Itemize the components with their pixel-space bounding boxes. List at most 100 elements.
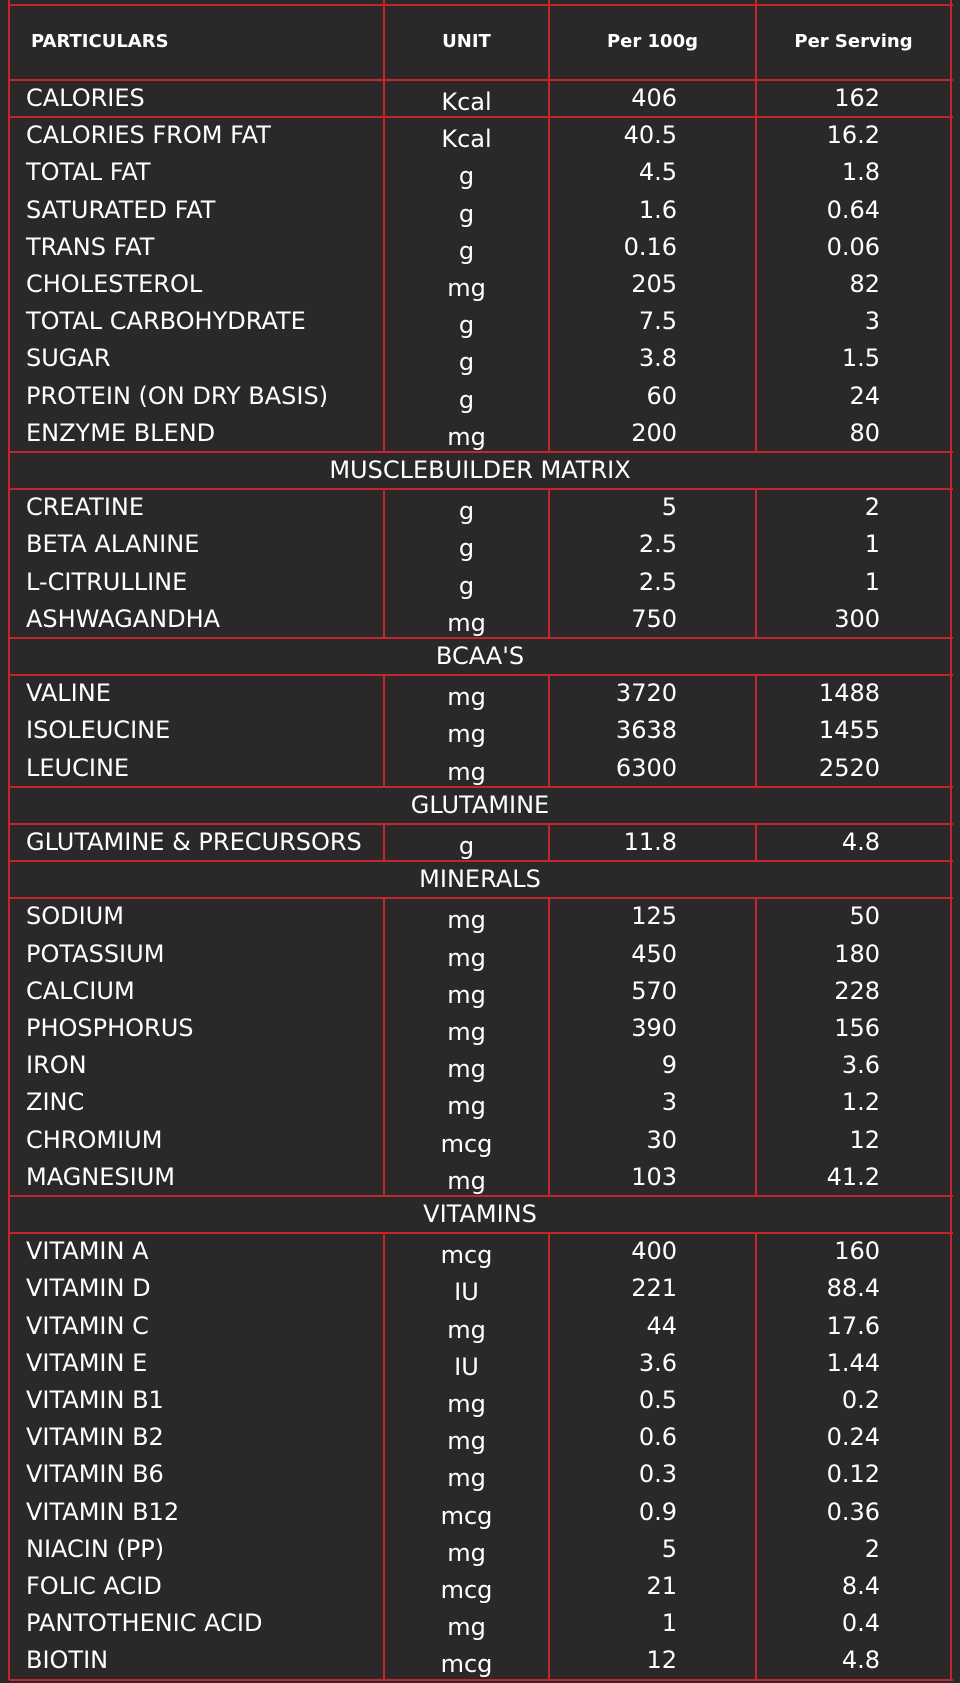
rule bbox=[8, 675, 10, 787]
row-unit: mg bbox=[447, 906, 486, 935]
row-unit: Kcal bbox=[441, 88, 492, 116]
rule bbox=[8, 786, 10, 824]
row-name: VITAMIN C bbox=[26, 1311, 149, 1340]
row-per-100g: 450 bbox=[631, 939, 677, 968]
row-name: CHOLESTEROL bbox=[26, 270, 203, 298]
row-per-100g: 221 bbox=[631, 1274, 677, 1303]
row-name: VITAMIN B6 bbox=[26, 1460, 164, 1489]
row-name: TRANS FAT bbox=[26, 232, 155, 261]
rule bbox=[755, 80, 757, 118]
row-name: NIACIN (PP) bbox=[26, 1534, 165, 1563]
row-per-100g: 750 bbox=[631, 604, 677, 633]
rule bbox=[9, 1195, 953, 1197]
row-per-serving: 2 bbox=[864, 493, 880, 522]
row-per-100g: 4.5 bbox=[638, 158, 677, 187]
row-unit: mg bbox=[447, 720, 486, 749]
row-name: L-CITRULLINE bbox=[26, 567, 188, 596]
row-unit: g bbox=[458, 832, 475, 860]
row-unit: g bbox=[458, 162, 475, 191]
rule bbox=[9, 116, 953, 119]
row-name: SODIUM bbox=[26, 902, 124, 931]
row-per-serving: 300 bbox=[834, 604, 880, 633]
row-unit: mcg bbox=[440, 1129, 493, 1158]
rule bbox=[9, 897, 953, 900]
row-per-100g: 12 bbox=[646, 1646, 677, 1675]
row-per-serving: 160 bbox=[834, 1237, 880, 1266]
row-name: CHROMIUM bbox=[26, 1125, 163, 1154]
row-name: CALORIES bbox=[26, 84, 145, 112]
row-per-serving: 4.8 bbox=[841, 1646, 880, 1675]
row-name: BIOTIN bbox=[26, 1646, 109, 1675]
rule bbox=[950, 80, 952, 118]
row-per-serving: 41.2 bbox=[826, 1162, 880, 1191]
row-unit: mg bbox=[447, 1390, 486, 1418]
rule bbox=[9, 674, 953, 677]
row-per-100g: 21 bbox=[646, 1572, 677, 1600]
row-unit: mg bbox=[447, 757, 486, 786]
row-unit: g bbox=[458, 199, 475, 228]
row-name: VITAMIN A bbox=[26, 1237, 149, 1266]
row-unit: mg bbox=[447, 274, 486, 302]
rule bbox=[548, 80, 550, 118]
header-cell: UNIT bbox=[442, 31, 491, 52]
rule bbox=[8, 1196, 10, 1234]
row-per-serving: 162 bbox=[834, 84, 880, 112]
row-per-100g: 6300 bbox=[615, 753, 677, 782]
row-per-100g: 103 bbox=[631, 1162, 677, 1191]
row-name: ZINC bbox=[26, 1088, 85, 1117]
row-per-serving: 12 bbox=[849, 1125, 880, 1154]
row-name: POTASSIUM bbox=[26, 939, 165, 968]
row-per-100g: 3 bbox=[661, 1088, 677, 1117]
rule bbox=[548, 117, 550, 452]
rule bbox=[9, 785, 953, 788]
row-name: ASHWAGANDHA bbox=[26, 604, 221, 633]
row-per-serving: 3.6 bbox=[841, 1051, 880, 1080]
section-title: MUSCLEBUILDER MATRIX bbox=[329, 456, 631, 484]
rule bbox=[950, 489, 952, 638]
row-per-100g: 0.6 bbox=[638, 1423, 677, 1452]
row-per-serving: 0.2 bbox=[841, 1386, 880, 1414]
section-title: GLUTAMINE bbox=[410, 790, 550, 819]
row-per-100g: 125 bbox=[631, 902, 677, 931]
rule bbox=[755, 117, 757, 452]
row-per-100g: 9 bbox=[661, 1051, 677, 1080]
rule bbox=[9, 79, 953, 81]
row-unit: g bbox=[458, 571, 475, 600]
row-per-100g: 406 bbox=[631, 84, 677, 112]
row-per-serving: 1455 bbox=[818, 716, 880, 745]
row-per-serving: 17.6 bbox=[826, 1311, 880, 1340]
row-unit: IU bbox=[454, 1352, 479, 1381]
row-name: TOTAL FAT bbox=[26, 158, 151, 187]
row-per-serving: 82 bbox=[849, 270, 880, 298]
row-per-serving: 1488 bbox=[818, 679, 880, 708]
row-name: ISOLEUCINE bbox=[26, 716, 171, 745]
row-unit: g bbox=[458, 534, 475, 563]
row-unit: g bbox=[458, 236, 475, 265]
row-per-100g: 3638 bbox=[615, 716, 677, 745]
row-per-serving: 2520 bbox=[818, 753, 880, 782]
section-title: VITAMINS bbox=[423, 1200, 537, 1228]
row-name: MAGNESIUM bbox=[26, 1162, 176, 1191]
row-per-100g: 0.5 bbox=[638, 1386, 677, 1414]
row-per-serving: 8.4 bbox=[841, 1572, 880, 1600]
row-per-serving: 50 bbox=[849, 902, 880, 931]
row-unit: IU bbox=[454, 1278, 479, 1307]
rule bbox=[383, 117, 385, 452]
row-name: VITAMIN B2 bbox=[26, 1423, 164, 1452]
row-per-100g: 1.6 bbox=[638, 195, 677, 224]
rule bbox=[950, 452, 952, 490]
rule bbox=[383, 898, 385, 1196]
row-name: TOTAL CARBOHYDRATE bbox=[26, 307, 306, 336]
row-name: PANTOTHENIC ACID bbox=[26, 1609, 263, 1638]
rule bbox=[8, 861, 10, 899]
row-per-serving: 0.12 bbox=[826, 1460, 880, 1489]
row-per-100g: 5 bbox=[661, 1534, 677, 1563]
row-per-100g: 11.8 bbox=[623, 828, 677, 856]
row-unit: mg bbox=[447, 1315, 486, 1344]
row-unit: mg bbox=[447, 980, 486, 1009]
row-per-serving: 2 bbox=[864, 1534, 880, 1563]
row-name: CREATINE bbox=[26, 493, 145, 522]
row-unit: mg bbox=[447, 1092, 486, 1121]
rule bbox=[548, 0, 550, 80]
